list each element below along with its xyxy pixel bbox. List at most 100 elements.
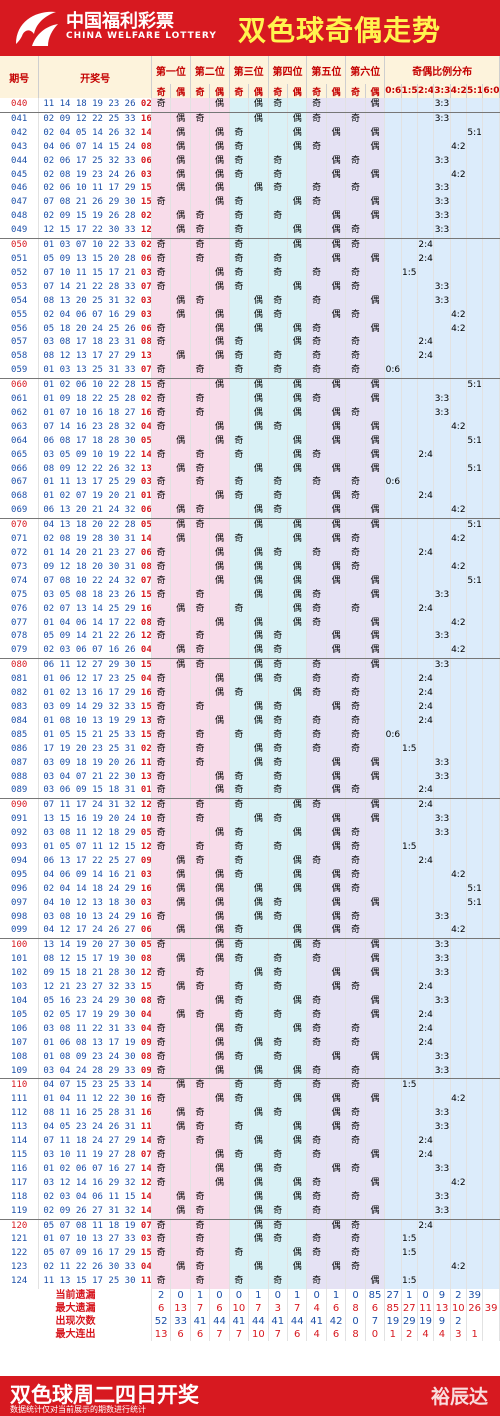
ratio-mark: 2:4 xyxy=(417,252,435,267)
draw-cell: 07 08 21 26 29 30 15 xyxy=(38,196,152,211)
odd-mark: 奇 xyxy=(345,700,366,715)
ratio-mark: 4:2 xyxy=(450,533,467,547)
even-mark: 偶 xyxy=(209,868,230,883)
table-row: 063 07 14 16 23 28 32 04 奇偶偶奇偶偶 4:2 xyxy=(0,420,500,435)
red-balls: 02 06 10 11 17 29 xyxy=(43,183,136,194)
empty-cell xyxy=(326,1275,347,1290)
ratio-mark: 1:5 xyxy=(401,1247,418,1262)
empty-cell xyxy=(326,1064,347,1080)
ratio-mark: 5:1 xyxy=(466,896,484,911)
blue-ball: 16 xyxy=(140,113,152,124)
empty-cell xyxy=(482,547,500,561)
empty-cell xyxy=(151,981,172,995)
even-mark: 偶 xyxy=(170,533,191,547)
empty-cell xyxy=(268,434,289,449)
empty-cell xyxy=(433,238,451,253)
odd-subheader: 奇 xyxy=(268,84,289,98)
period-cell: 076 xyxy=(0,602,40,617)
blue-ball: 12 xyxy=(140,631,152,642)
empty-cell xyxy=(287,1107,308,1122)
even-mark: 偶 xyxy=(248,98,269,113)
empty-cell xyxy=(482,574,500,589)
draw-cell: 12 15 17 22 30 33 12 xyxy=(38,224,152,240)
empty-cell xyxy=(345,630,366,645)
empty-cell xyxy=(345,504,366,520)
ratio-mark: 1:5 xyxy=(401,1275,418,1290)
empty-cell xyxy=(401,1135,418,1149)
empty-cell xyxy=(384,1176,402,1191)
table-row: 109 03 04 24 28 29 33 09 奇偶偶偶奇奇 3:3 xyxy=(0,1064,500,1080)
odd-mark: 奇 xyxy=(190,602,211,617)
empty-cell xyxy=(417,476,435,491)
even-mark: 偶 xyxy=(248,644,269,660)
draw-cell: 04 06 07 14 15 24 08 xyxy=(38,140,152,155)
draw-cell: 03 04 24 28 29 33 09 xyxy=(38,1064,152,1080)
empty-cell xyxy=(209,602,230,617)
odd-mark: 奇 xyxy=(151,616,172,631)
even-mark: 偶 xyxy=(326,827,347,842)
empty-cell xyxy=(326,547,347,561)
empty-cell xyxy=(466,1022,484,1037)
empty-cell xyxy=(384,448,402,463)
empty-cell xyxy=(417,1078,435,1094)
even-mark: 偶 xyxy=(248,588,269,603)
odd-mark: 奇 xyxy=(268,658,289,674)
empty-cell xyxy=(287,1148,308,1163)
odd-mark: 奇 xyxy=(345,406,366,421)
empty-cell xyxy=(417,827,435,842)
red-balls: 03 05 08 18 23 26 xyxy=(43,589,136,600)
empty-cell xyxy=(229,518,250,534)
blue-ball: 05 xyxy=(140,435,152,446)
table-row: 100 13 14 19 20 27 30 05 奇偶奇偶奇偶 3:3 xyxy=(0,938,500,954)
odd-mark: 奇 xyxy=(190,728,211,743)
empty-cell xyxy=(345,294,366,309)
red-balls: 09 15 18 21 28 30 xyxy=(43,968,136,979)
even-mark: 偶 xyxy=(326,644,347,660)
empty-cell xyxy=(417,533,435,547)
ratio-mark: 2:4 xyxy=(417,350,435,365)
stats-value: 33 xyxy=(170,1315,191,1329)
empty-cell xyxy=(151,658,172,674)
stats-value: 7 xyxy=(268,1328,289,1342)
draw-cell: 07 11 17 24 31 32 12 xyxy=(38,798,152,814)
odd-mark: 奇 xyxy=(345,1233,366,1248)
empty-cell xyxy=(466,1233,484,1248)
table-row: 103 12 21 23 27 32 33 15 偶奇奇奇偶奇 2:4 xyxy=(0,981,500,995)
empty-cell xyxy=(482,406,500,421)
blue-ball: 16 xyxy=(140,688,152,699)
empty-cell xyxy=(384,995,402,1009)
empty-cell xyxy=(417,658,435,674)
red-balls: 08 09 12 22 26 32 xyxy=(43,463,136,474)
empty-cell xyxy=(401,1008,418,1023)
odd-mark: 奇 xyxy=(229,533,250,547)
empty-cell xyxy=(306,882,327,897)
empty-cell xyxy=(466,1190,484,1205)
empty-cell xyxy=(326,1022,347,1037)
empty-cell xyxy=(151,1078,172,1094)
period-cell: 040 xyxy=(0,98,40,113)
empty-cell xyxy=(450,981,467,995)
empty-cell xyxy=(417,434,435,449)
empty-cell xyxy=(466,308,484,323)
empty-cell xyxy=(365,1219,386,1234)
empty-cell xyxy=(384,756,402,771)
empty-cell xyxy=(433,728,451,743)
empty-cell xyxy=(365,1107,386,1122)
odd-mark: 奇 xyxy=(151,196,172,211)
empty-cell xyxy=(268,112,289,127)
odd-mark: 奇 xyxy=(229,981,250,995)
red-balls: 07 14 21 22 28 33 xyxy=(43,281,136,292)
stats-value: 2 xyxy=(450,1289,467,1303)
ratio-mark: 2:4 xyxy=(417,547,435,561)
empty-cell xyxy=(466,924,484,940)
empty-cell xyxy=(170,1162,191,1177)
odd-mark: 奇 xyxy=(345,841,366,855)
blue-ball: 04 xyxy=(140,645,152,656)
odd-mark: 奇 xyxy=(190,448,211,463)
odd-mark: 奇 xyxy=(151,588,172,603)
empty-cell xyxy=(248,798,269,814)
even-mark: 偶 xyxy=(326,841,347,855)
odd-mark: 奇 xyxy=(306,616,327,631)
draw-cell: 02 06 17 25 32 33 06 xyxy=(38,154,152,169)
empty-cell xyxy=(306,1219,327,1234)
